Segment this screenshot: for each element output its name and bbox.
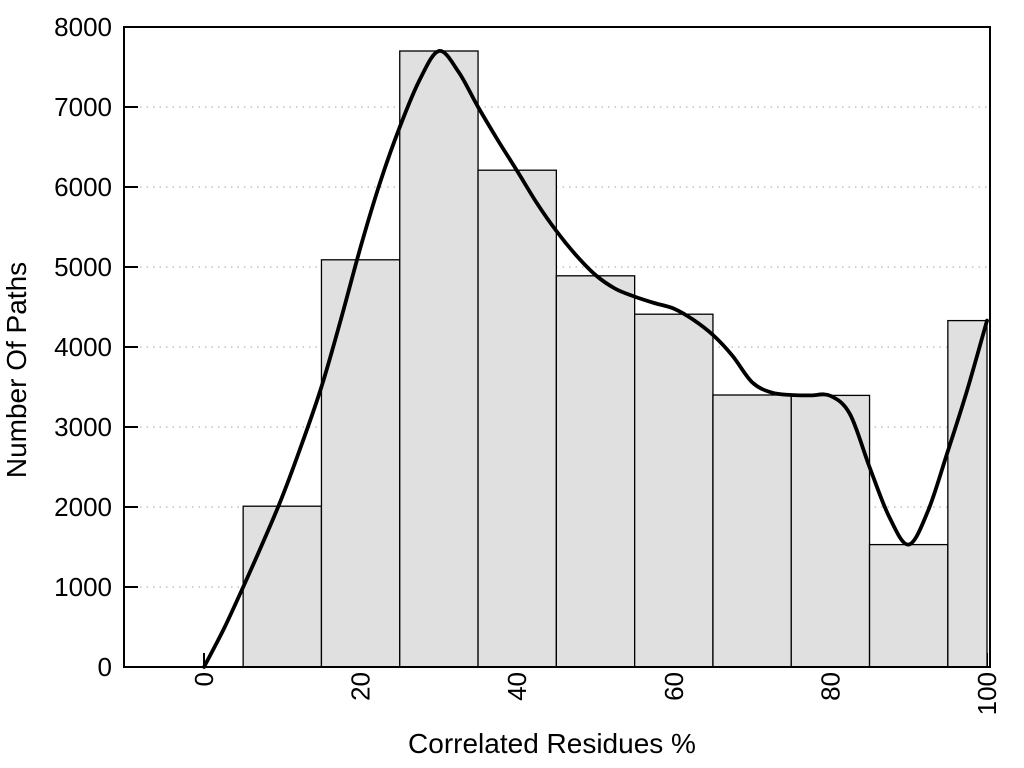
tick-labels-layer: 0 1000 2000 3000 4000 5000 6000 7000 8000 0 20 40 60… [54,12,1002,715]
y-tick-label: 4000 [54,332,112,362]
y-tick-label: 1000 [54,572,112,602]
x-tick-label: 40 [502,672,532,701]
x-tick-label: 100 [972,672,1002,715]
y-tick-label: 6000 [54,172,112,202]
x-tick-label: 60 [659,672,689,701]
histogram-bar [320,259,401,668]
x-tick-label: 20 [346,672,376,701]
x-tick-label: 80 [815,672,845,701]
density-curve [202,49,989,669]
histogram-bar [712,394,792,668]
histogram-bar [555,275,636,668]
x-tick-label: 0 [189,672,219,686]
histogram-bar [868,543,949,668]
histogram-bar [399,50,479,668]
y-tick-label: 2000 [54,492,112,522]
y-tick-label: 0 [98,652,112,682]
histogram-bar [790,394,871,668]
histogram-bar [242,505,323,668]
plot-border-layer [123,26,991,668]
histogram-bar [477,169,557,668]
histogram-bar [634,313,714,668]
density-curve-layer [202,49,989,669]
y-tick-label: 3000 [54,412,112,442]
y-tick-label: 5000 [54,252,112,282]
histogram-bars-layer [242,50,988,668]
histogram-bar [947,319,988,668]
x-axis-title: Correlated Residues % [408,728,696,759]
y-tick-label: 7000 [54,92,112,122]
y-axis-title: Number Of Paths [1,262,32,478]
y-tick-label: 8000 [54,12,112,42]
plot-border [123,26,991,668]
